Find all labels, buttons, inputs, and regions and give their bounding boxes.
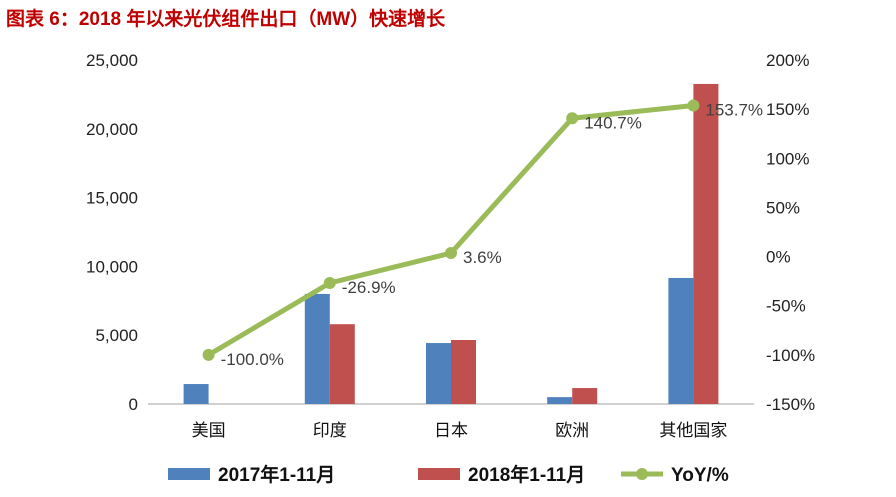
bar-2017	[183, 384, 209, 404]
left-axis-tick: 10,000	[86, 257, 138, 276]
category-label: 美国	[192, 421, 226, 440]
yoy-point	[445, 247, 457, 260]
yoy-data-label: 3.6%	[463, 248, 502, 267]
right-axis-tick: 100%	[766, 149, 809, 168]
bar-2017	[668, 277, 694, 404]
left-axis-tick: 25,000	[86, 51, 138, 70]
yoy-data-label: -100.0%	[221, 350, 284, 369]
bar-2018	[329, 324, 355, 404]
yoy-data-label: 153.7%	[705, 101, 763, 120]
category-label: 其他国家	[659, 421, 727, 440]
legend-label: 2018年1-11月	[468, 463, 585, 486]
legend-label: 2017年1-11月	[218, 463, 335, 486]
left-axis-tick: 0	[129, 395, 138, 414]
left-axis-tick: 5,000	[95, 326, 138, 345]
left-axis-tick: 15,000	[86, 189, 138, 208]
bar-2018	[693, 83, 719, 405]
right-axis-tick: -100%	[766, 346, 815, 365]
legend-label: YoY/%	[671, 465, 729, 486]
right-axis-tick: 200%	[766, 51, 809, 70]
yoy-point	[566, 112, 579, 125]
right-axis-tick: -150%	[766, 395, 815, 414]
yoy-point	[202, 348, 215, 361]
yoy-line	[207, 103, 694, 358]
category-label: 欧洲	[555, 421, 589, 440]
right-axis-tick: 150%	[766, 100, 809, 119]
right-axis-tick: 0%	[766, 248, 791, 267]
category-label: 日本	[434, 421, 468, 440]
yoy-point	[687, 99, 700, 112]
yoy-data-label: 140.7%	[584, 113, 642, 132]
legend-swatch	[418, 468, 460, 480]
yoy-point	[323, 277, 336, 290]
chart-title: 图表 6：2018 年以来光伏组件出口（MW）快速增长	[6, 9, 446, 30]
bar-2017	[304, 293, 330, 404]
bar-2018	[572, 388, 598, 404]
yoy-data-label: -26.9%	[342, 278, 396, 297]
bar-2017	[426, 343, 451, 404]
legend-swatch	[168, 468, 210, 480]
bar-2017	[547, 397, 573, 404]
right-axis-tick: 50%	[766, 198, 800, 217]
legend-marker	[636, 468, 648, 480]
right-axis-tick: -50%	[766, 297, 806, 316]
bar-2018	[451, 340, 476, 404]
category-label: 印度	[313, 421, 347, 440]
left-axis-tick: 20,000	[86, 120, 138, 139]
